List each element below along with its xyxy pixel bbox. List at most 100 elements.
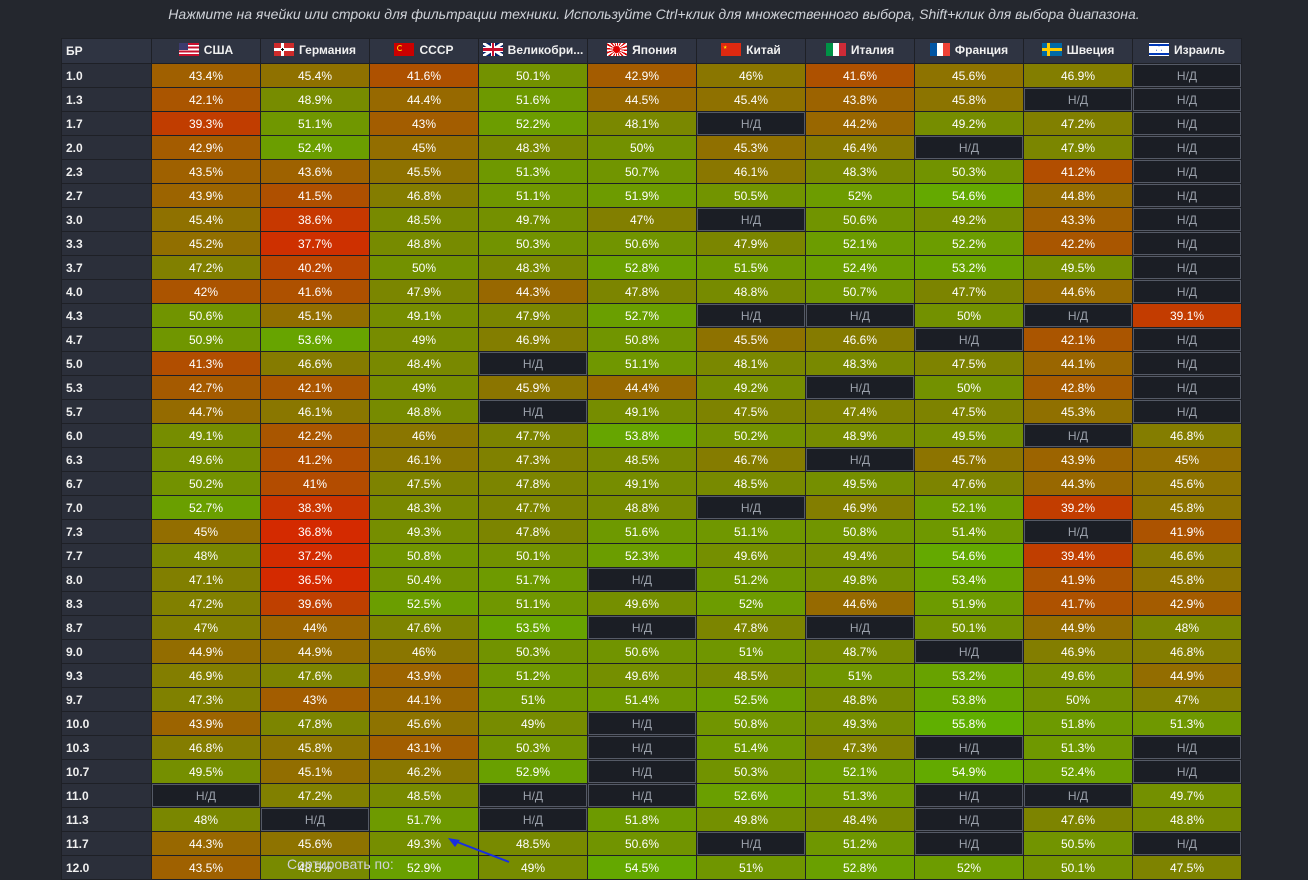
winrate-cell[interactable]: 50.2% bbox=[696, 423, 806, 448]
na-cell[interactable]: Н/Д bbox=[696, 207, 806, 232]
winrate-cell[interactable]: 47.5% bbox=[1132, 855, 1242, 880]
winrate-cell[interactable]: 45% bbox=[151, 519, 261, 544]
na-cell[interactable]: Н/Д bbox=[914, 639, 1024, 664]
table-row[interactable]: 5.0 41.3% 46.6% 48.4% Н/Д 51.1% 48.1% 48.3% 47.5… bbox=[61, 351, 1242, 376]
winrate-cell[interactable]: 48.4% bbox=[369, 351, 479, 376]
table-row[interactable]: 7.0 52.7% 38.3% 48.3% 47.7% 48.8% Н/Д 46.9% 52.1… bbox=[61, 495, 1242, 520]
winrate-cell[interactable]: 41.5% bbox=[260, 183, 370, 208]
na-cell[interactable]: Н/Д bbox=[805, 375, 915, 400]
winrate-cell[interactable]: 51.7% bbox=[369, 807, 479, 832]
winrate-cell[interactable]: 52.8% bbox=[587, 255, 697, 280]
winrate-cell[interactable]: 43.9% bbox=[151, 183, 261, 208]
winrate-cell[interactable]: 45.6% bbox=[260, 831, 370, 856]
table-row[interactable]: 5.3 42.7% 42.1% 49% 45.9% 44.4% 49.2% Н/Д 50% 42.… bbox=[61, 375, 1242, 400]
winrate-cell[interactable]: 41.3% bbox=[151, 351, 261, 376]
na-cell[interactable]: Н/Д bbox=[1132, 63, 1242, 88]
winrate-cell[interactable]: 42.2% bbox=[1023, 231, 1133, 256]
table-row[interactable]: 2.0 42.9% 52.4% 45% 48.3% 50% 45.3% 46.4% Н/Д 47.… bbox=[61, 135, 1242, 160]
winrate-cell[interactable]: 46.9% bbox=[1023, 639, 1133, 664]
winrate-cell[interactable]: 53.2% bbox=[914, 663, 1024, 688]
na-cell[interactable]: Н/Д bbox=[914, 135, 1024, 160]
winrate-cell[interactable]: 48.8% bbox=[696, 279, 806, 304]
na-cell[interactable]: Н/Д bbox=[1132, 375, 1242, 400]
winrate-cell[interactable]: 46% bbox=[369, 639, 479, 664]
winrate-cell[interactable]: 42.8% bbox=[1023, 375, 1133, 400]
winrate-cell[interactable]: 48.5% bbox=[587, 447, 697, 472]
winrate-cell[interactable]: 39.6% bbox=[260, 591, 370, 616]
table-row[interactable]: 11.7 44.3% 45.6% 49.3% 48.5% 50.6% Н/Д 51.2% Н/Д… bbox=[61, 831, 1242, 856]
winrate-cell[interactable]: 49.2% bbox=[914, 207, 1024, 232]
br-cell[interactable]: 7.3 bbox=[61, 519, 152, 544]
br-cell[interactable]: 9.7 bbox=[61, 687, 152, 712]
winrate-cell[interactable]: 50.3% bbox=[478, 231, 588, 256]
winrate-cell[interactable]: 45.4% bbox=[260, 63, 370, 88]
table-row[interactable]: 2.7 43.9% 41.5% 46.8% 51.1% 51.9% 50.5% 52% 54.6… bbox=[61, 183, 1242, 208]
winrate-cell[interactable]: 48.8% bbox=[587, 495, 697, 520]
br-cell[interactable]: 1.7 bbox=[61, 111, 152, 136]
winrate-cell[interactable]: 51.6% bbox=[478, 87, 588, 112]
winrate-cell[interactable]: 49.1% bbox=[151, 423, 261, 448]
winrate-cell[interactable]: 47.9% bbox=[369, 279, 479, 304]
br-cell[interactable]: 6.0 bbox=[61, 423, 152, 448]
br-cell[interactable]: 1.0 bbox=[61, 63, 152, 88]
na-cell[interactable]: Н/Д bbox=[1132, 399, 1242, 424]
winrate-cell[interactable]: 47.2% bbox=[151, 255, 261, 280]
winrate-cell[interactable]: 44.6% bbox=[805, 591, 915, 616]
winrate-cell[interactable]: 45.6% bbox=[1132, 471, 1242, 496]
winrate-cell[interactable]: 46.1% bbox=[369, 447, 479, 472]
winrate-cell[interactable]: 41.6% bbox=[260, 279, 370, 304]
winrate-cell[interactable]: 45% bbox=[369, 135, 479, 160]
table-row[interactable]: 9.3 46.9% 47.6% 43.9% 51.2% 49.6% 48.5% 51% 53.2… bbox=[61, 663, 1242, 688]
winrate-cell[interactable]: 49.5% bbox=[805, 471, 915, 496]
winrate-cell[interactable]: 47.1% bbox=[151, 567, 261, 592]
winrate-cell[interactable]: 36.5% bbox=[260, 567, 370, 592]
winrate-cell[interactable]: 44.3% bbox=[1023, 471, 1133, 496]
winrate-cell[interactable]: 45% bbox=[1132, 447, 1242, 472]
winrate-cell[interactable]: 46.8% bbox=[1132, 639, 1242, 664]
na-cell[interactable]: Н/Д bbox=[478, 783, 588, 808]
winrate-cell[interactable]: 45.4% bbox=[696, 87, 806, 112]
winrate-cell[interactable]: 52.8% bbox=[805, 855, 915, 880]
winrate-cell[interactable]: 43.8% bbox=[805, 87, 915, 112]
winrate-cell[interactable]: 42.7% bbox=[151, 375, 261, 400]
table-row[interactable]: 3.7 47.2% 40.2% 50% 48.3% 52.8% 51.5% 52.4% 53.2… bbox=[61, 255, 1242, 280]
winrate-cell[interactable]: 47.9% bbox=[478, 303, 588, 328]
br-cell[interactable]: 2.0 bbox=[61, 135, 152, 160]
winrate-cell[interactable]: 40.2% bbox=[260, 255, 370, 280]
winrate-cell[interactable]: 46.7% bbox=[696, 447, 806, 472]
table-row[interactable]: 3.0 45.4% 38.6% 48.5% 49.7% 47% Н/Д 50.6% 49.2% 4… bbox=[61, 207, 1242, 232]
br-cell[interactable]: 7.7 bbox=[61, 543, 152, 568]
winrate-cell[interactable]: 46.9% bbox=[478, 327, 588, 352]
winrate-cell[interactable]: 43.5% bbox=[151, 159, 261, 184]
table-row[interactable]: 8.0 47.1% 36.5% 50.4% 51.7% Н/Д 51.2% 49.8% 53.4… bbox=[61, 567, 1242, 592]
winrate-cell[interactable]: 47.6% bbox=[260, 663, 370, 688]
winrate-cell[interactable]: 51.1% bbox=[260, 111, 370, 136]
winrate-cell[interactable]: 44.4% bbox=[587, 375, 697, 400]
winrate-cell[interactable]: 47.8% bbox=[696, 615, 806, 640]
winrate-cell[interactable]: 47.5% bbox=[369, 471, 479, 496]
winrate-cell[interactable]: 39.1% bbox=[1132, 303, 1242, 328]
table-row[interactable]: 1.0 43.4% 45.4% 41.6% 50.1% 42.9% 46% 41.6% 45.6… bbox=[61, 63, 1242, 88]
winrate-cell[interactable]: 47.7% bbox=[478, 495, 588, 520]
na-cell[interactable]: Н/Д bbox=[1132, 183, 1242, 208]
winrate-cell[interactable]: 44.9% bbox=[151, 639, 261, 664]
winrate-cell[interactable]: 38.3% bbox=[260, 495, 370, 520]
nation-header-3[interactable]: Великобри... bbox=[478, 38, 588, 64]
winrate-cell[interactable]: 55.8% bbox=[914, 711, 1024, 736]
winrate-cell[interactable]: 52.1% bbox=[805, 231, 915, 256]
winrate-cell[interactable]: 50.6% bbox=[587, 231, 697, 256]
winrate-cell[interactable]: 45.3% bbox=[696, 135, 806, 160]
winrate-cell[interactable]: 42.1% bbox=[260, 375, 370, 400]
na-cell[interactable]: Н/Д bbox=[478, 351, 588, 376]
winrate-cell[interactable]: 45.8% bbox=[1132, 567, 1242, 592]
winrate-cell[interactable]: 49.2% bbox=[914, 111, 1024, 136]
winrate-cell[interactable]: 45.8% bbox=[914, 87, 1024, 112]
winrate-cell[interactable]: 45.2% bbox=[151, 231, 261, 256]
winrate-cell[interactable]: 47.7% bbox=[914, 279, 1024, 304]
winrate-cell[interactable]: 37.2% bbox=[260, 543, 370, 568]
winrate-cell[interactable]: 49.6% bbox=[587, 663, 697, 688]
winrate-cell[interactable]: 47.8% bbox=[260, 711, 370, 736]
winrate-cell[interactable]: 49.3% bbox=[369, 831, 479, 856]
winrate-cell[interactable]: 50.8% bbox=[587, 327, 697, 352]
winrate-cell[interactable]: 43.9% bbox=[369, 663, 479, 688]
